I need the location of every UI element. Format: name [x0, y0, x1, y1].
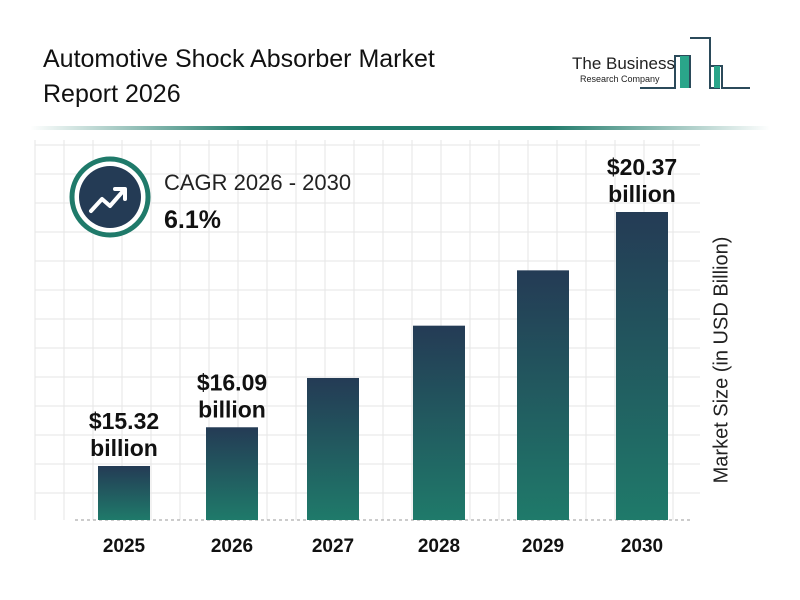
data-label-value: $16.09: [197, 369, 267, 395]
header-divider: [30, 126, 770, 130]
data-label-value: $20.37: [607, 154, 677, 180]
bar-2030: [616, 212, 668, 520]
bar-2028: [413, 325, 465, 520]
bar-2029: [517, 270, 569, 520]
bar-2026: [206, 427, 258, 520]
data-label-value: $15.32: [89, 408, 159, 434]
bar-2027: [307, 377, 359, 520]
x-tick-label: 2025: [103, 536, 146, 557]
x-tick-label: 2027: [312, 536, 354, 557]
page-title: Automotive Shock Absorber Market Report …: [43, 45, 435, 108]
logo-buildings-icon: [640, 37, 750, 89]
x-tick-label: 2028: [418, 536, 460, 557]
logo-text-line1: The Business: [572, 54, 675, 73]
x-tick-label: 2029: [522, 536, 564, 557]
data-label-unit: billion: [198, 396, 266, 422]
y-axis-label: Market Size (in USD Billion): [710, 236, 733, 484]
cagr-badge-icon: [69, 156, 151, 238]
data-label-unit: billion: [90, 435, 158, 461]
logo-text-line2: Research Company: [580, 74, 660, 84]
data-label-unit: billion: [608, 181, 676, 207]
cagr-value: 6.1%: [164, 206, 221, 234]
trending-up-icon: [89, 188, 126, 213]
x-tick-label: 2030: [621, 536, 663, 557]
cagr-label: CAGR 2026 - 2030: [164, 170, 352, 195]
bar-2025: [98, 466, 150, 520]
company-logo: The Business Research Company: [570, 30, 760, 100]
x-tick-label: 2026: [211, 536, 253, 557]
